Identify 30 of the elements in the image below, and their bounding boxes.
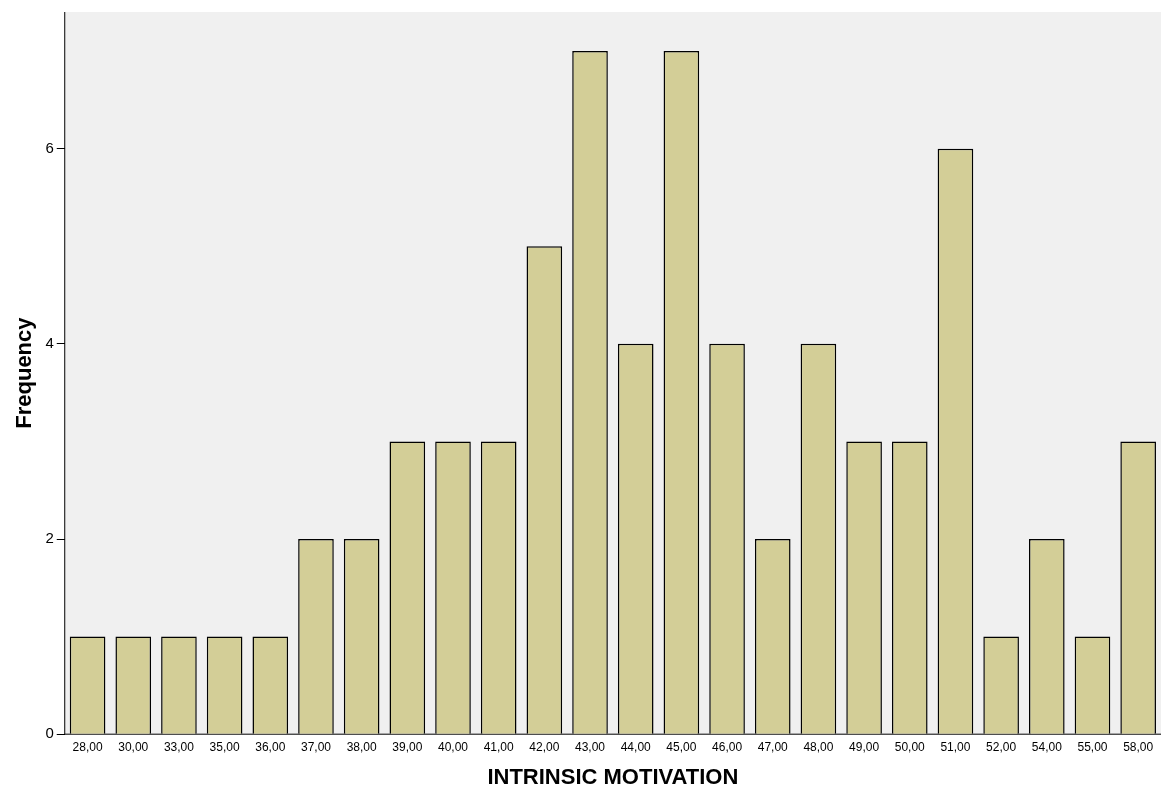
x-tick-label: 28,00 — [72, 739, 103, 754]
x-tick-label: 41,00 — [483, 739, 515, 754]
x-tick-label: 58,00 — [1123, 739, 1154, 754]
x-tick-label: 47,00 — [757, 739, 789, 754]
x-tick-label: 50,00 — [894, 739, 926, 754]
x-tick-label: 40,00 — [437, 739, 469, 754]
x-tick-label: 42,00 — [529, 739, 560, 754]
y-tick-label: 6 — [45, 138, 54, 156]
x-tick-label: 55,00 — [1077, 739, 1108, 754]
x-axis-title: INTRINSIC MOTIVATION — [487, 763, 739, 789]
y-tick-label: 0 — [45, 724, 54, 742]
x-tick-label: 44,00 — [620, 739, 652, 754]
x-tick-label: 49,00 — [849, 739, 880, 754]
x-tick-label: 46,00 — [712, 739, 743, 754]
y-axis-title: Frequency — [11, 316, 37, 429]
x-tick-label: 36,00 — [255, 739, 286, 754]
x-tick-label: 54,00 — [1031, 739, 1063, 754]
x-tick-label: 33,00 — [163, 739, 195, 754]
x-tick-label: 30,00 — [118, 739, 149, 754]
x-tick-label: 45,00 — [666, 739, 697, 754]
x-tick-label: 38,00 — [346, 739, 377, 754]
x-tick-label: 37,00 — [300, 739, 332, 754]
x-tick-label: 52,00 — [986, 739, 1017, 754]
y-tick-label: 4 — [45, 333, 54, 351]
x-tick-label: 35,00 — [209, 739, 240, 754]
x-tick-label: 48,00 — [803, 739, 834, 754]
x-tick-label: 51,00 — [940, 739, 971, 754]
y-tick-label: 2 — [45, 529, 54, 547]
x-tick-label: 39,00 — [392, 739, 423, 754]
x-tick-label: 43,00 — [575, 739, 606, 754]
